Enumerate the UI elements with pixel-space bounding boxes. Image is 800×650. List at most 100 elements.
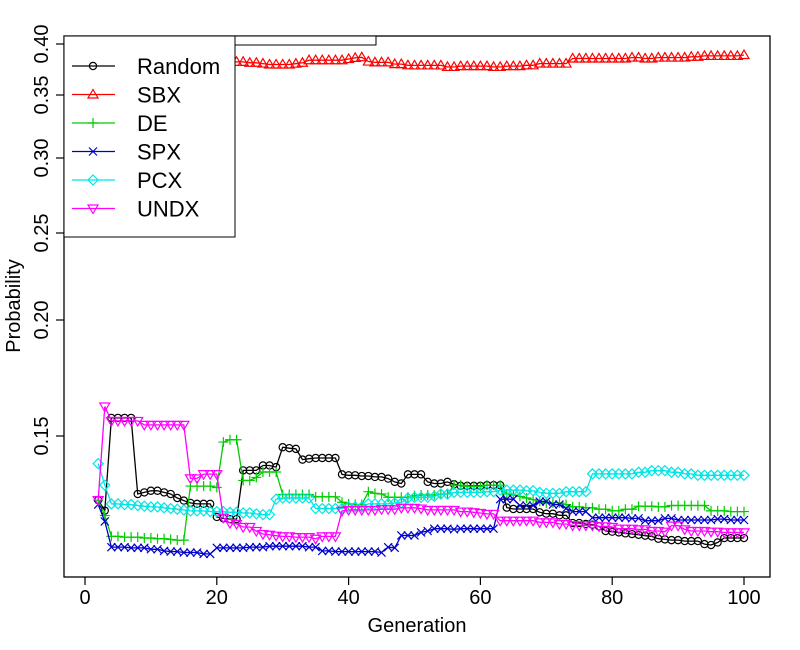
data-point <box>699 500 710 511</box>
data-point <box>184 474 197 485</box>
x-tick-label: 0 <box>79 587 90 609</box>
data-point <box>291 541 301 551</box>
data-point <box>705 49 718 61</box>
data-point <box>218 543 228 553</box>
data-point <box>685 468 698 480</box>
data-point <box>573 521 586 532</box>
data-point <box>403 531 413 540</box>
data-point <box>324 453 334 463</box>
data-point <box>408 59 421 70</box>
data-point <box>309 54 322 65</box>
data-point <box>455 480 466 491</box>
data-point <box>309 534 322 545</box>
data-point <box>535 497 545 506</box>
data-point <box>548 500 558 509</box>
data-point <box>588 513 597 523</box>
data-point <box>144 420 157 432</box>
legend-item-pcx: PCX <box>72 168 183 193</box>
data-point <box>502 494 512 504</box>
data-point <box>125 498 137 511</box>
legend-item-undx: UNDX <box>72 197 200 222</box>
data-point <box>612 52 625 63</box>
data-point <box>489 524 499 534</box>
data-point <box>574 507 584 517</box>
data-point <box>639 52 652 63</box>
y-tick-label: 0.20 <box>31 301 53 340</box>
series-line-undx <box>97 406 744 540</box>
legend-marker <box>86 204 100 215</box>
data-point <box>475 524 485 534</box>
data-point <box>574 501 585 512</box>
data-point <box>627 513 637 523</box>
data-point <box>218 437 229 448</box>
data-point <box>270 58 283 69</box>
data-point <box>153 544 162 554</box>
data-point <box>322 532 335 543</box>
data-point <box>554 497 565 508</box>
data-point <box>462 524 472 534</box>
legend-label: Random <box>137 54 220 79</box>
data-point <box>317 546 327 556</box>
data-point <box>482 524 492 534</box>
data-point <box>349 505 362 517</box>
data-point <box>566 521 579 532</box>
data-point <box>495 494 505 504</box>
data-point <box>685 526 698 538</box>
data-point <box>342 52 355 64</box>
data-point <box>211 482 222 493</box>
data-point <box>344 547 354 557</box>
data-point <box>441 60 454 72</box>
data-point <box>646 501 657 512</box>
data-point <box>658 51 671 62</box>
data-point <box>659 464 671 477</box>
data-point <box>441 488 454 500</box>
data-point <box>456 524 466 534</box>
data-point <box>158 420 171 432</box>
data-point <box>403 470 413 479</box>
data-point <box>566 52 579 63</box>
y-tick-label: 0.30 <box>31 139 53 178</box>
data-point <box>355 51 368 62</box>
data-point <box>586 521 599 532</box>
series-line-random <box>97 417 744 546</box>
data-point <box>337 547 347 557</box>
data-point <box>739 515 749 525</box>
x-tick-label: 20 <box>206 587 228 609</box>
legend-item-de: DE <box>72 111 168 136</box>
data-point <box>199 549 209 559</box>
data-point <box>256 529 269 541</box>
data-point <box>92 496 105 507</box>
legend-item-random: Random <box>72 54 220 79</box>
legend-label: DE <box>137 111 168 136</box>
data-point <box>98 402 111 413</box>
data-point <box>212 543 222 553</box>
data-point <box>594 513 604 523</box>
data-point <box>658 527 671 538</box>
data-point <box>284 541 294 551</box>
data-point <box>436 524 446 534</box>
y-tick-label: 0.35 <box>31 76 53 115</box>
y-tick-label: 0.15 <box>31 417 53 456</box>
data-point <box>711 49 724 61</box>
data-point <box>652 51 665 62</box>
data-point <box>276 58 289 69</box>
data-point <box>179 548 189 557</box>
data-point <box>487 60 500 72</box>
data-point <box>693 515 703 525</box>
data-point <box>553 57 566 68</box>
data-point <box>225 543 235 553</box>
data-point <box>678 51 691 62</box>
data-point <box>634 513 643 523</box>
data-point <box>410 470 419 479</box>
data-point <box>375 56 388 67</box>
data-point <box>731 528 744 539</box>
data-point <box>118 416 131 428</box>
data-point <box>540 518 553 529</box>
data-point <box>159 533 170 544</box>
data-point <box>672 51 685 62</box>
data-point <box>553 487 566 500</box>
series-pcx <box>92 457 750 521</box>
data-point <box>278 541 288 551</box>
data-point <box>217 513 230 524</box>
data-point <box>607 513 617 523</box>
